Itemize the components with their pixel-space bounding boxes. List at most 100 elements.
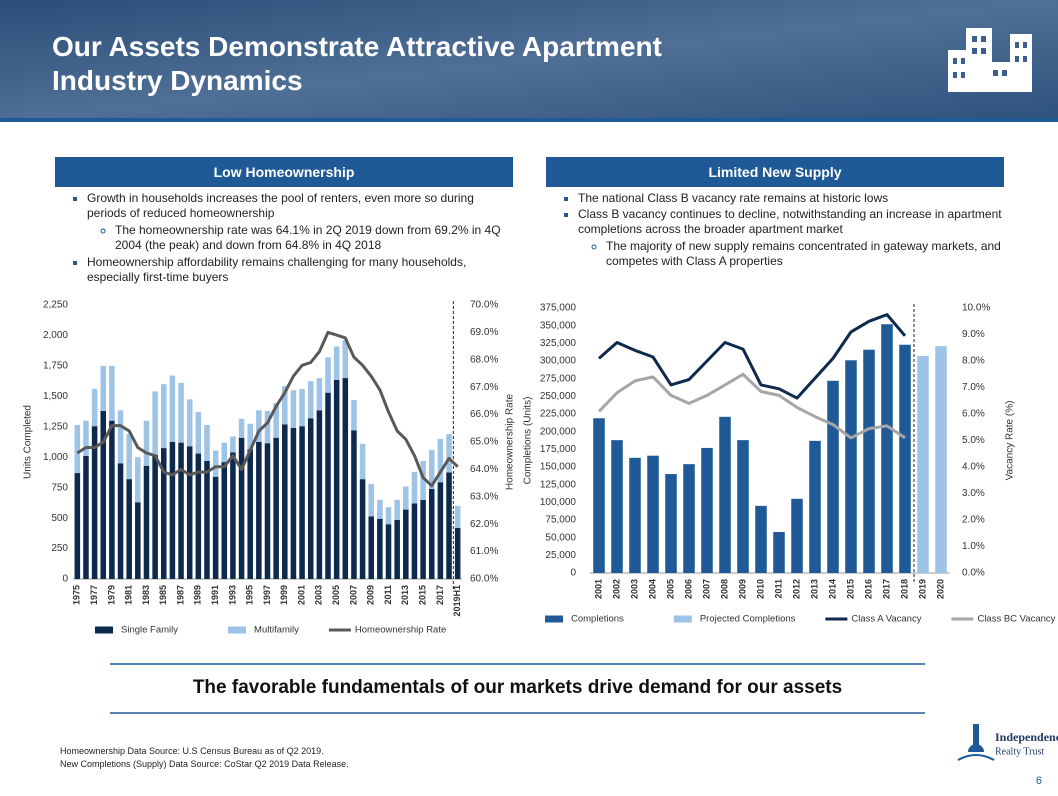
bar [863, 349, 875, 573]
bar [359, 479, 366, 579]
y2-axis-title: Homeownership Rate [505, 393, 516, 490]
section-heading: Limited New Supply [546, 157, 1004, 187]
y2-tick-label: 69.0% [470, 327, 498, 338]
x-tick-label: 1999 [279, 585, 289, 605]
series-line [597, 372, 906, 440]
x-tick-label: 2009 [366, 585, 376, 605]
x-tick-label: 2008 [719, 579, 729, 599]
bar [204, 460, 210, 579]
bar [307, 381, 314, 419]
bar [230, 436, 236, 453]
x-tick-label: 2015 [845, 579, 855, 599]
bar [83, 456, 89, 579]
bar [117, 410, 124, 464]
bar [420, 499, 426, 579]
y2-tick-label: 5.0% [962, 435, 985, 446]
bar [791, 498, 803, 573]
bar [117, 463, 124, 579]
y2-tick-label: 63.0% [470, 491, 498, 502]
bar [333, 379, 340, 579]
header-rule [0, 118, 1058, 122]
bar [238, 437, 245, 579]
bar [845, 360, 857, 573]
bar [454, 505, 461, 528]
x-tick-label: 2005 [331, 585, 341, 605]
bar [256, 442, 262, 579]
bar [325, 392, 331, 579]
bar [403, 486, 409, 510]
bar [325, 357, 331, 393]
y-tick-label: 275,000 [540, 373, 577, 384]
y-tick-label: 1,250 [43, 421, 68, 432]
bar [351, 399, 357, 431]
bar [100, 365, 107, 411]
bullet: Homeownership affordability remains chal… [87, 255, 513, 285]
x-tick-label: 1989 [193, 585, 203, 605]
bar [701, 447, 713, 573]
bar [212, 450, 219, 477]
series-line [598, 313, 907, 400]
logo-sub: Realty Trust [995, 746, 1044, 757]
x-tick-label: 2005 [665, 579, 675, 599]
bar [411, 471, 418, 504]
bar [917, 356, 929, 573]
y-tick-label: 0 [570, 568, 576, 579]
bar [359, 443, 366, 480]
bar [282, 385, 288, 425]
page-number: 6 [1035, 775, 1042, 787]
x-tick-label: 1985 [158, 585, 168, 605]
bar [264, 443, 271, 579]
bar [755, 505, 767, 573]
legend-swatch [95, 626, 113, 634]
bar [109, 420, 115, 579]
bar [683, 464, 695, 573]
bar [316, 378, 323, 411]
x-tick-label: 2013 [400, 585, 410, 605]
y2-axis-title: Vacancy Rate (%) [1005, 401, 1016, 481]
bar [394, 519, 400, 579]
bar [333, 346, 340, 380]
legend-label: Single Family [121, 625, 178, 636]
legend-label: Projected Completions [700, 614, 796, 625]
bar [881, 324, 893, 573]
bar [83, 420, 89, 457]
section: Limited New Supply The national Class B v… [546, 157, 1004, 271]
bar [273, 437, 279, 579]
bar [126, 434, 132, 480]
y2-tick-label: 7.0% [962, 382, 985, 393]
y-tick-label: 175,000 [540, 444, 577, 455]
bar [437, 438, 444, 483]
bar [737, 440, 749, 573]
x-tick-label: 1991 [210, 585, 220, 605]
bar [290, 427, 297, 579]
x-tick-label: 2012 [791, 579, 801, 599]
x-tick-label: 1987 [175, 585, 185, 605]
x-tick-label: 1975 [72, 585, 82, 605]
y-tick-label: 500 [51, 513, 68, 524]
x-tick-label: 1977 [89, 585, 99, 605]
y2-tick-label: 67.0% [470, 382, 498, 393]
logo-name: Independence [995, 730, 1058, 744]
logo-icon [957, 724, 995, 761]
x-tick-label: 1993 [227, 585, 237, 605]
bullet-text: Growth in households increases the pool … [87, 191, 474, 220]
x-tick-label: 2019 [917, 579, 927, 599]
x-tick-label: 1981 [124, 585, 134, 605]
bar [665, 474, 677, 573]
x-tick-label: 2014 [827, 579, 837, 599]
bullet-text: Homeownership affordability remains chal… [87, 255, 467, 284]
y2-tick-label: 2.0% [962, 515, 985, 526]
y2-tick-label: 10.0% [962, 303, 990, 314]
bar [195, 453, 202, 579]
header-band [0, 0, 1058, 122]
y-tick-label: 1,000 [43, 452, 68, 463]
bar [935, 346, 947, 573]
bar [204, 424, 210, 461]
bar [221, 442, 228, 463]
x-tick-label: 2002 [611, 579, 621, 599]
legend-label: Class BC Vacancy [977, 614, 1055, 625]
bar [135, 457, 141, 503]
y-tick-label: 250,000 [540, 391, 577, 402]
x-tick-label: 2004 [647, 579, 657, 599]
y2-tick-label: 8.0% [962, 356, 985, 367]
